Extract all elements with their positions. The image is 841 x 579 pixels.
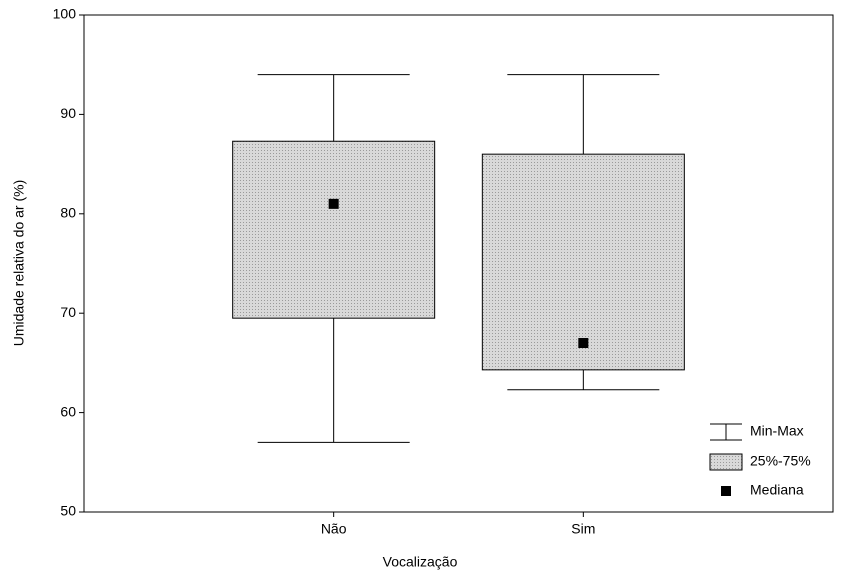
y-tick-label: 50 — [60, 503, 76, 519]
y-tick-label: 90 — [60, 105, 76, 121]
legend-median — [721, 486, 731, 496]
x-tick-label: Não — [321, 521, 347, 537]
median-marker — [328, 198, 339, 209]
y-tick-label: 100 — [53, 6, 77, 22]
box — [481, 153, 685, 371]
x-axis-label: Vocalização — [383, 554, 458, 570]
legend-label: Min-Max — [750, 423, 804, 439]
y-axis-label: Umidade relativa do ar (%) — [11, 180, 27, 347]
legend-box — [709, 453, 743, 471]
y-tick-label: 60 — [60, 403, 76, 419]
x-tick-label: Sim — [571, 521, 595, 537]
legend-label: 25%-75% — [750, 453, 811, 469]
median-marker — [578, 338, 589, 349]
box — [232, 140, 436, 319]
plot-frame — [83, 14, 834, 513]
y-tick-label: 70 — [60, 304, 76, 320]
y-tick-label: 80 — [60, 205, 76, 221]
legend-label: Mediana — [750, 482, 804, 498]
